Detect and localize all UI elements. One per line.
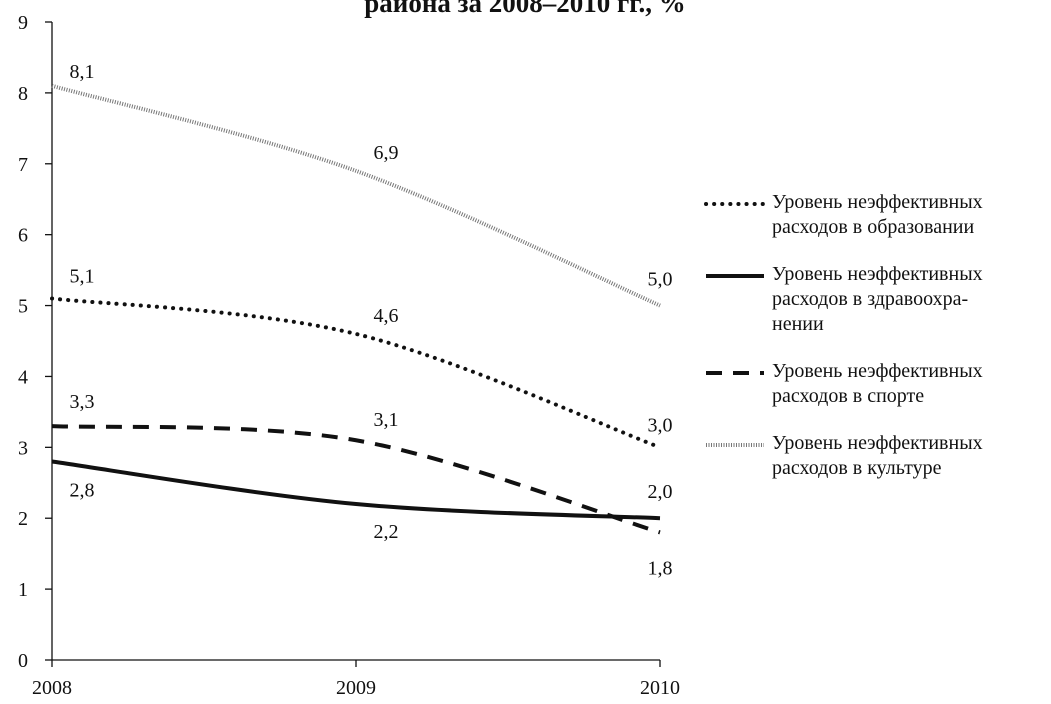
y-tick-label: 2 [18,508,28,530]
legend-label-health: Уровень неэффективных расходов в здравоо… [766,262,983,337]
x-tick-label: 2010 [640,677,680,699]
data-label-sport: 1,8 [648,557,673,579]
legend-swatch-solid [706,274,764,278]
legend-swatch-dotted [704,202,766,206]
data-label-culture: 6,9 [374,142,399,164]
legend-label-line: Уровень неэффективных [772,432,983,454]
data-label-education: 3,0 [648,414,673,436]
chart-legend: Уровень неэффективных расходов в образов… [704,190,1049,503]
data-label-sport: 3,3 [70,391,95,413]
series-line-health [51,459,661,521]
x-tick-label: 2008 [32,677,72,699]
legend-label-line: Уровень неэффективных [772,360,983,382]
y-tick-label: 0 [18,650,28,672]
x-tick-label: 2009 [336,677,376,699]
legend-label-education: Уровень неэффективных расходов в образов… [766,190,983,240]
data-label-education: 5,1 [70,265,95,287]
y-tick-label: 3 [18,437,28,459]
legend-item-health: Уровень неэффективных расходов в здравоо… [704,262,1049,337]
data-label-culture: 5,0 [648,269,673,291]
data-label-health: 2,2 [374,521,399,543]
legend-label-line: расходов в культуре [772,457,942,479]
data-label-culture: 8,1 [70,61,95,83]
y-tick-label: 7 [18,154,28,176]
legend-label-line: расходов в образовании [772,216,975,238]
legend-label-sport: Уровень неэффективных расходов в спорте [766,359,983,409]
legend-item-sport: Уровень неэффективных расходов в спорте [704,359,1049,409]
legend-label-line: расходов в спорте [772,385,925,407]
y-tick-label: 6 [18,225,28,247]
data-label-sport: 3,1 [374,409,399,431]
legend-item-education: Уровень неэффективных расходов в образов… [704,190,1049,240]
data-label-education: 4,6 [374,305,399,327]
legend-label-culture: Уровень неэффективных расходов в культур… [766,431,983,481]
chart-title: района за 2008–2010 гг., % [364,0,685,18]
legend-label-line: расходов в здравоохра- [772,288,969,310]
y-tick-label: 4 [18,366,28,388]
data-label-health: 2,0 [648,481,673,503]
legend-swatch-dashed [706,371,764,375]
series-line-sport [51,424,661,535]
y-tick-label: 8 [18,83,28,105]
y-tick-label: 5 [18,296,28,318]
y-tick-label: 9 [18,12,28,34]
data-label-health: 2,8 [70,480,95,502]
series-line-education [50,296,662,450]
y-tick-label: 1 [18,579,28,601]
legend-label-line: Уровень неэффективных [772,191,983,213]
series-line-culture [51,83,661,308]
legend-label-line: нении [772,313,824,335]
legend-label-line: Уровень неэффективных [772,263,983,285]
legend-swatch-hatched [706,443,764,447]
legend-item-culture: Уровень неэффективных расходов в культур… [704,431,1049,481]
